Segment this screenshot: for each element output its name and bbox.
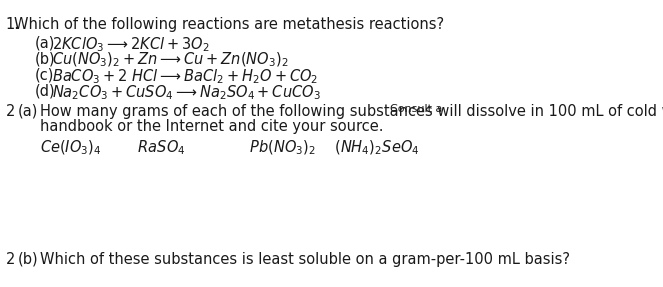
Text: Consult a: Consult a bbox=[391, 104, 443, 114]
Text: (d): (d) bbox=[34, 83, 56, 98]
Text: 2: 2 bbox=[5, 252, 15, 267]
Text: $Ce(IO_3)_4$        $RaSO_4$              $Pb(NO_3)_2$    $(NH_4)_2SeO_4$: $Ce(IO_3)_4$ $RaSO_4$ $Pb(NO_3)_2$ $(NH_… bbox=[40, 139, 419, 157]
Text: Which of the following reactions are metathesis reactions?: Which of the following reactions are met… bbox=[14, 17, 444, 32]
Text: (c): (c) bbox=[34, 67, 54, 82]
Text: $2KClO_3 \longrightarrow 2KCl+3O_2$: $2KClO_3 \longrightarrow 2KCl+3O_2$ bbox=[52, 35, 210, 54]
Text: Which of these substances is least soluble on a gram-per-100 mL basis?: Which of these substances is least solub… bbox=[40, 252, 570, 267]
Text: $Na_2CO_3+CuSO_4 \longrightarrow Na_2SO_4+CuCO_3$: $Na_2CO_3+CuSO_4 \longrightarrow Na_2SO_… bbox=[52, 83, 321, 102]
Text: (b): (b) bbox=[34, 51, 56, 66]
Text: (a): (a) bbox=[18, 104, 38, 119]
Text: $Cu(NO_3)_2+Zn \longrightarrow Cu+Zn(NO_3)_2$: $Cu(NO_3)_2+Zn \longrightarrow Cu+Zn(NO_… bbox=[52, 51, 288, 69]
Text: How many grams of each of the following substances will dissolve in 100 mL of co: How many grams of each of the following … bbox=[40, 104, 663, 119]
Text: (a): (a) bbox=[34, 35, 55, 50]
Text: (b): (b) bbox=[18, 252, 38, 267]
Text: $BaCO_3+2\ HCl \longrightarrow BaCl_2+H_2O+CO_2$: $BaCO_3+2\ HCl \longrightarrow BaCl_2+H_… bbox=[52, 67, 318, 86]
Text: handbook or the Internet and cite your source.: handbook or the Internet and cite your s… bbox=[40, 119, 383, 134]
Text: 2: 2 bbox=[5, 104, 15, 119]
Text: 1.: 1. bbox=[5, 17, 20, 32]
